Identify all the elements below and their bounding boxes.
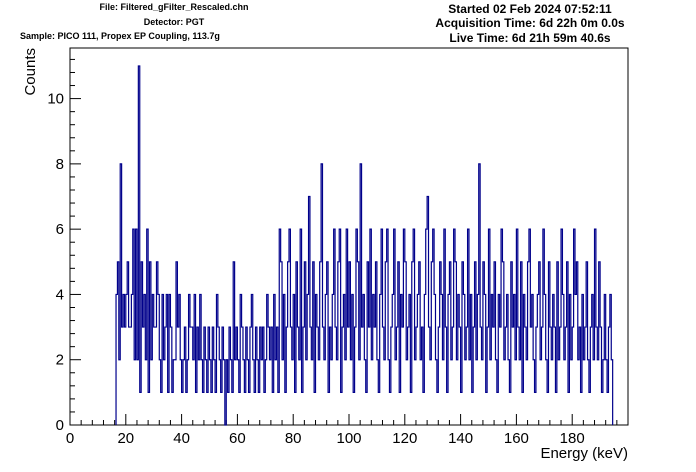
live-time-label: Live Time: 6d 21h 59m 40.6s — [449, 31, 611, 45]
start-time-label: Started 02 Feb 2024 07:52:11 — [448, 2, 612, 16]
x-tick-label: 20 — [117, 430, 134, 447]
x-axis: 0 20 40 60 80 100 120 140 160 180 — [66, 414, 629, 447]
x-tick-label: 60 — [229, 430, 246, 447]
x-tick-label: 140 — [448, 430, 473, 447]
x-tick-label: 180 — [560, 430, 585, 447]
x-axis-title: Energy (keV) — [540, 445, 628, 462]
y-tick-label: 8 — [56, 156, 64, 173]
x-tick-label: 40 — [173, 430, 190, 447]
y-tick-label: 4 — [56, 286, 64, 303]
y-tick-label: 2 — [56, 352, 64, 369]
x-tick-label: 0 — [66, 430, 74, 447]
acquisition-time-label: Acquisition Time: 6d 22h 0m 0.0s — [435, 16, 625, 30]
sample-label: Sample: PICO 111, Propex EP Coupling, 11… — [20, 31, 220, 41]
x-tick-label: 100 — [336, 430, 361, 447]
y-tick-label: 10 — [47, 91, 64, 108]
x-tick-label: 160 — [504, 430, 529, 447]
x-tick-label: 80 — [285, 430, 302, 447]
y-tick-label: 0 — [56, 417, 64, 434]
y-axis-title: Counts — [22, 48, 39, 96]
x-tick-label: 120 — [392, 430, 417, 447]
detector-label: Detector: PGT — [143, 17, 205, 27]
file-name-label: File: Filtered_gFilter_Rescaled.chn — [99, 2, 249, 12]
y-tick-label: 6 — [56, 221, 64, 238]
histogram-series — [115, 65, 614, 426]
y-axis: 0 2 4 6 8 10 — [47, 58, 81, 434]
